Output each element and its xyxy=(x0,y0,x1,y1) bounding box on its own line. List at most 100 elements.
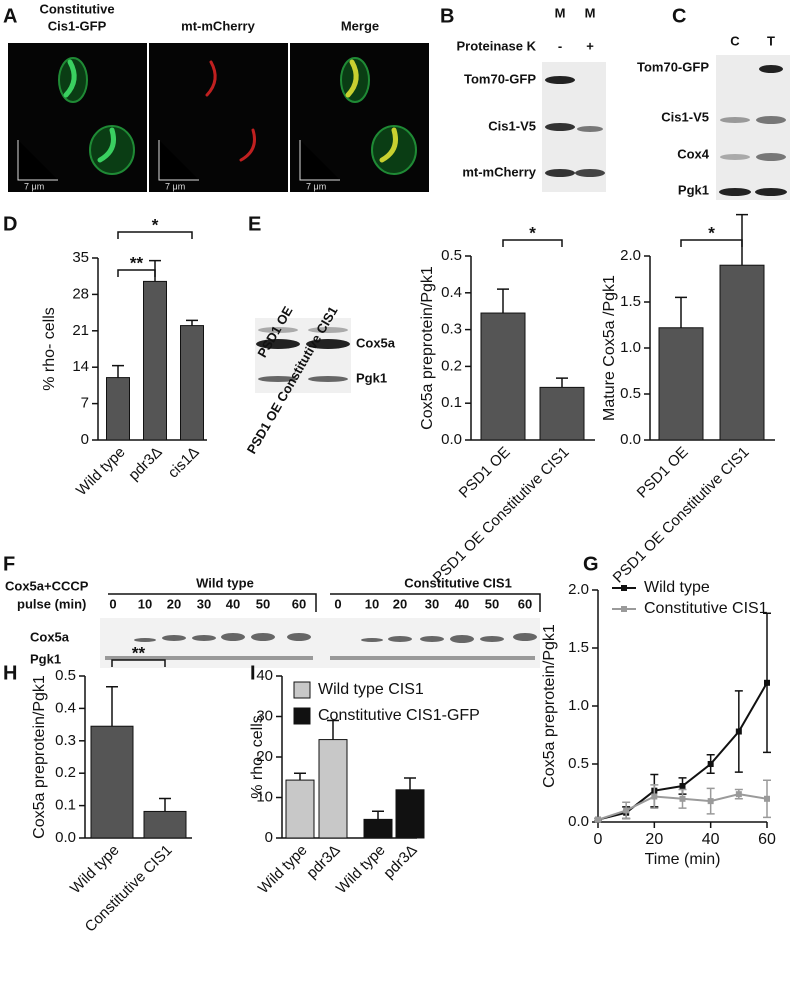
band-label: Pgk1 xyxy=(30,651,61,666)
bar xyxy=(539,386,585,441)
lane-label: M xyxy=(585,5,596,20)
bar xyxy=(363,818,393,839)
legend-label: Constitutive CIS1 xyxy=(644,600,768,617)
time-label: 30 xyxy=(197,596,211,611)
time-label: 50 xyxy=(485,596,499,611)
error-bar-line xyxy=(159,797,171,812)
y-axis-label: Cox5a preprotein/Pgk1 xyxy=(31,675,48,839)
error-bar-line xyxy=(556,377,568,388)
point xyxy=(764,795,770,802)
error-bar-line xyxy=(294,772,306,781)
y-tick-label: 0.0 xyxy=(55,829,76,846)
y-tick-label: 40 xyxy=(256,667,273,684)
bar xyxy=(143,280,167,441)
panel-label: H xyxy=(3,662,17,684)
y-tick-label: 0.0 xyxy=(568,813,589,830)
significance-label: ** xyxy=(130,253,144,272)
point xyxy=(679,795,686,802)
point xyxy=(595,816,601,823)
panel-label: A xyxy=(3,5,17,27)
band-label: Tom70-GFP xyxy=(464,71,536,86)
error-bar-line xyxy=(497,288,509,314)
time-label: 10 xyxy=(365,596,379,611)
y-axis-label: % rho- cells xyxy=(249,715,266,799)
y-tick-label: 0.1 xyxy=(55,797,76,814)
bar xyxy=(180,325,204,441)
x-tick-label: pdr3Δ xyxy=(380,842,420,882)
band-label: Cis1-V5 xyxy=(488,118,536,133)
time-label: 60 xyxy=(518,596,532,611)
point xyxy=(707,798,714,805)
legend-label: Constitutive CIS1-GFP xyxy=(318,707,480,724)
legend-swatch xyxy=(293,707,311,725)
scale-axes xyxy=(17,140,340,181)
x-tick-label: pdr3Δ xyxy=(125,444,165,484)
treatment-sign: - xyxy=(558,38,562,53)
bands xyxy=(134,633,537,643)
band-label: Pgk1 xyxy=(356,370,387,385)
y-tick-label: 14 xyxy=(72,358,89,375)
y-tick-label: 1.0 xyxy=(568,697,589,714)
y-axis-label: % rho- cells xyxy=(41,307,58,391)
y-tick-label: 1.5 xyxy=(568,639,589,656)
y-tick-label: 35 xyxy=(72,249,89,266)
lane-label: C xyxy=(730,33,740,48)
error-bar xyxy=(556,377,568,388)
y-tick-label: 0.0 xyxy=(441,431,462,448)
y-axis-label: Cox5a preprotein/Pgk1 xyxy=(419,266,436,430)
y-tick-label: 0 xyxy=(81,431,89,448)
micrograph-title: Constitutive xyxy=(39,1,114,16)
micrograph-title: mt-mCherry xyxy=(181,18,255,33)
blot-e: PSD1 OE PSD1 OE Constitutive CIS1 Cox5a … xyxy=(244,303,396,456)
legend-marker xyxy=(621,606,627,612)
y-tick-label: 0.3 xyxy=(441,321,462,338)
time-label: 60 xyxy=(292,596,306,611)
x-tick-label: 20 xyxy=(645,831,663,848)
bar xyxy=(719,264,765,441)
x-tick-label: cis1Δ xyxy=(165,444,203,482)
point xyxy=(707,761,714,767)
bar xyxy=(480,312,526,441)
bar xyxy=(285,779,315,839)
x-tick-label: Wild type xyxy=(67,842,123,898)
blot-f: Cox5a+CCCP pulse (min) Wild type Constit… xyxy=(5,575,541,668)
band-label: mt-mCherry xyxy=(462,164,536,179)
y-tick-label: 0.3 xyxy=(55,732,76,749)
x-tick-label: Wild type xyxy=(255,842,311,898)
error-bar xyxy=(106,685,118,727)
y-tick-label: 7 xyxy=(81,395,89,412)
group-label: Wild type xyxy=(196,575,254,590)
micrograph-title: Cis1-GFP xyxy=(48,18,107,33)
x-tick-label: pdr3Δ xyxy=(303,842,343,882)
error-bar xyxy=(497,288,509,314)
x-tick-label: PSD1 OE xyxy=(456,444,514,502)
micrographs: 7 μm 7 μm 7 μm Constitutive Cis1-GFP mt-… xyxy=(8,1,429,192)
x-tick-label: Wild type xyxy=(73,444,129,500)
time-label: 30 xyxy=(425,596,439,611)
error-bar-line xyxy=(327,719,339,740)
x-tick-label: 40 xyxy=(702,831,720,848)
y-tick-label: 0.0 xyxy=(620,431,641,448)
y-tick-label: 20 xyxy=(256,748,273,765)
panel-label: G xyxy=(583,553,599,575)
legend-label: Wild type xyxy=(644,579,710,596)
x-tick-label: PSD1 OE xyxy=(634,444,692,502)
x-axis-label: Time (min) xyxy=(645,851,721,868)
error-bar xyxy=(327,719,339,740)
y-tick-label: 1.0 xyxy=(620,339,641,356)
bar xyxy=(90,725,134,839)
point xyxy=(679,783,686,790)
significance-bracket xyxy=(117,231,193,239)
point xyxy=(623,807,630,814)
x-tick-label: 60 xyxy=(758,831,776,848)
error-bar-line xyxy=(404,777,416,790)
error-bar xyxy=(404,777,416,790)
blot-b: M M Proteinase K - + Tom70-GFP Cis1-V5 m… xyxy=(457,5,606,192)
y-tick-label: 21 xyxy=(72,322,89,339)
y-axis-label: Cox5a preprotein/Pgk1 xyxy=(541,624,558,788)
error-bar xyxy=(372,810,384,820)
y-tick-label: 0 xyxy=(265,829,273,846)
time-label: 0 xyxy=(334,596,341,611)
